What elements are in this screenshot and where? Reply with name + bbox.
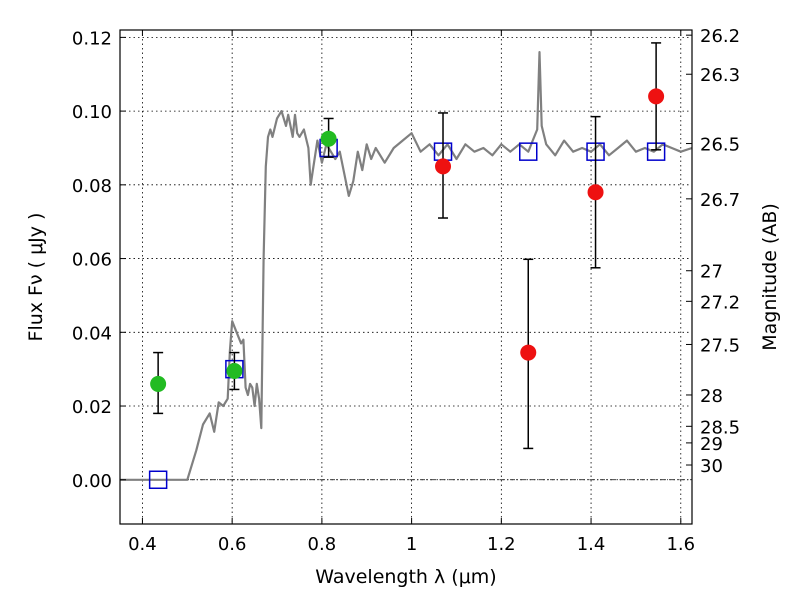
y-tick-label: 0.06 [72, 250, 112, 271]
x-tick-label: 1.4 [577, 534, 606, 555]
y-right-tick-label: 26.3 [700, 65, 740, 86]
observed-point [520, 344, 537, 361]
y-right-tick-label: 26.2 [700, 26, 740, 47]
x-tick-label: 0.4 [128, 534, 157, 555]
observed-point [587, 184, 604, 201]
model-spectrum-line [120, 50, 693, 481]
observed-point [435, 158, 452, 175]
y-tick-label: 0.04 [72, 323, 112, 344]
y-right-tick-label: 27.2 [700, 292, 740, 313]
y-right-tick-label: 28 [700, 386, 723, 407]
errorbar-layer [153, 42, 662, 450]
model-photometry-layer [148, 138, 666, 490]
y-right-tick-label: 27 [700, 262, 723, 283]
y-right-tick-label: 26.5 [700, 135, 740, 156]
observed-point [320, 130, 337, 147]
y-tick-label: 0.00 [72, 471, 112, 492]
grid [120, 30, 692, 524]
x-tick-label: 1 [406, 534, 417, 555]
y-tick-label: 0.02 [72, 397, 112, 418]
y-right-tick-label: 29 [700, 434, 723, 455]
y-axis-right-title: Magnitude (AB) [759, 203, 781, 351]
x-tick-label: 0.8 [308, 534, 337, 555]
observed-points-layer [150, 88, 665, 392]
y-right-tick-label: 28.5 [700, 417, 740, 438]
ticks: 0.4 0.6 0.8 1 1.2 1.4 1.6 0.00 0.02 0.04 0.06 0.08 0… [72, 26, 740, 555]
y-right-tick-label: 27.5 [700, 335, 740, 356]
y-right-tick-label: 26.7 [700, 190, 740, 211]
x-tick-label: 1.2 [487, 534, 516, 555]
y-tick-label: 0.12 [72, 28, 112, 49]
y-axis-title: Flux Fν ( μJy ) [25, 213, 47, 342]
observed-point [648, 88, 665, 105]
x-tick-label: 1.6 [666, 534, 695, 555]
model-photometry-square [519, 142, 538, 161]
y-tick-label: 0.10 [72, 102, 112, 123]
x-tick-label: 0.6 [218, 534, 247, 555]
plot-frame [119, 29, 693, 525]
model-spectrum-layer [120, 50, 693, 481]
y-tick-label: 0.08 [72, 176, 112, 197]
model-photometry-square [148, 470, 168, 490]
x-axis-title: Wavelength λ (μm) [315, 566, 496, 588]
observed-point [226, 363, 243, 380]
observed-point [150, 375, 167, 392]
y-right-tick-label: 30 [700, 456, 723, 477]
